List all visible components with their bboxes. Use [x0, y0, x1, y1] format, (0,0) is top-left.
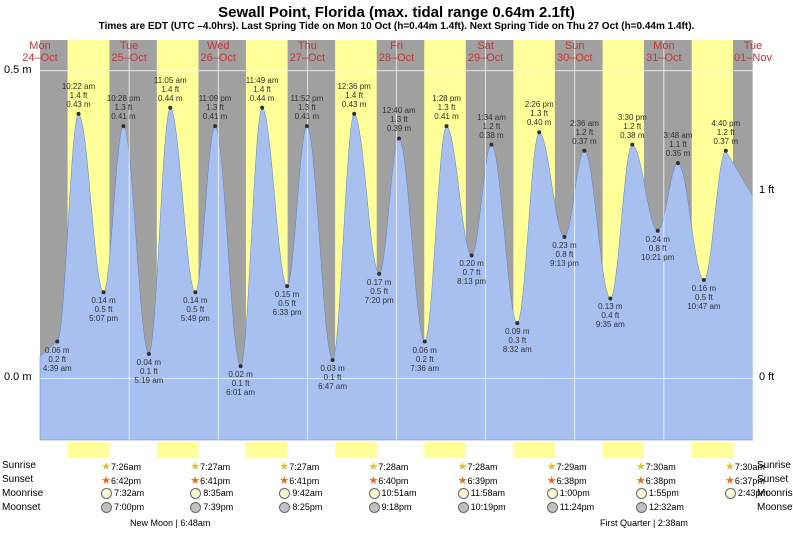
- sunrise-time: ★7:27am: [279, 460, 319, 473]
- tide-annotation: 3:48 am1.1 ft0.35 m: [656, 131, 700, 158]
- sunrise-time: ★7:27am: [190, 460, 230, 473]
- tide-annotation: 3:30 pm1.2 ft0.38 m: [610, 113, 654, 140]
- sunrise-time: ★7:30am: [725, 460, 765, 473]
- sunset-time: ★6:41pm: [190, 474, 230, 487]
- sunrise-time: ★7:30am: [636, 460, 676, 473]
- day-header: Mon24–Oct: [5, 40, 75, 64]
- tide-annotation: 0.09 m0.3 ft8:32 am: [495, 327, 539, 354]
- tide-annotation: 1:34 am1.2 ft0.38 m: [469, 113, 513, 140]
- moonset-row-label: Moonset: [2, 502, 40, 513]
- sunset-time: ★6:37pm: [725, 474, 765, 487]
- tide-annotation: 10:28 pm1.3 ft0.41 m: [101, 94, 145, 121]
- day-header: Wed26–Oct: [183, 40, 253, 64]
- day-header: Mon31–Oct: [629, 40, 699, 64]
- moonset-time: 9:18pm: [369, 502, 412, 513]
- moonset-time: 8:25pm: [279, 502, 322, 513]
- tide-annotation: 0.16 m0.5 ft10:47 am: [682, 284, 726, 311]
- sunrise-time: ★7:28am: [369, 460, 409, 473]
- tide-annotation: 11:52 pm1.3 ft0.41 m: [285, 94, 329, 121]
- tide-annotation: 0.06 m0.2 ft7:36 am: [403, 346, 447, 373]
- sunset-time: ★6:42pm: [101, 474, 141, 487]
- day-header: Fri28–Oct: [362, 40, 432, 64]
- moonrise-time: 2:43pm: [725, 488, 768, 499]
- tide-annotation: 0.17 m0.5 ft7:20 pm: [357, 278, 401, 305]
- moonset-time: 11:24pm: [547, 502, 594, 513]
- moonrise-time: 9:42am: [279, 488, 322, 499]
- sunrise-time: ★7:26am: [101, 460, 141, 473]
- sunset-time: ★6:40pm: [369, 474, 409, 487]
- moonrise-time: 1:55pm: [636, 488, 679, 499]
- sunrise-row-label: Sunrise: [2, 460, 36, 471]
- tide-annotation: 11:49 am1.4 ft0.44 m: [240, 76, 284, 103]
- day-header: Thu27–Oct: [272, 40, 342, 64]
- moonset-time: 10:19pm: [458, 502, 506, 513]
- tide-annotation: 0.13 m0.4 ft9:35 am: [588, 302, 632, 329]
- day-header: Sat29–Oct: [451, 40, 521, 64]
- tide-annotation: 10:22 am1.4 ft0.43 m: [57, 82, 101, 109]
- tide-annotation: 2:36 am1.2 ft0.37 m: [562, 119, 606, 146]
- moonrise-row-label: Moonrise: [2, 488, 43, 499]
- tide-annotation: 0.20 m0.7 ft8:13 pm: [450, 259, 494, 286]
- moon-phase-label: New Moon | 6:48am: [130, 518, 210, 528]
- tide-annotation: 0.23 m0.8 ft9:13 pm: [542, 241, 586, 268]
- moonset-time: 12:32am: [636, 502, 684, 513]
- moonrise-time: 7:32am: [101, 488, 144, 499]
- y-axis-left-label: 0.0 m: [4, 371, 32, 383]
- moonrise-time: 11:58am: [458, 488, 505, 499]
- tide-annotation: 0.14 m0.5 ft5:07 pm: [82, 296, 126, 323]
- y-axis-left-label: 0.5 m: [4, 64, 32, 76]
- tide-annotation: 0.06 m0.2 ft4:39 am: [35, 346, 79, 373]
- day-header: Tue01–Nov: [718, 40, 788, 64]
- tide-annotation: 0.15 m0.5 ft6:33 pm: [265, 290, 309, 317]
- moonrise-time: 1:00pm: [547, 488, 590, 499]
- tide-annotation: 0.04 m0.1 ft5:19 am: [127, 358, 171, 385]
- tide-annotation: 11:05 am1.4 ft0.44 m: [148, 76, 192, 103]
- day-header: Sun30–Oct: [540, 40, 610, 64]
- tide-annotation: 4:40 pm1.2 ft0.37 m: [704, 119, 748, 146]
- tide-annotation: 12:40 am1.3 ft0.39 m: [377, 106, 421, 133]
- moonset-time: 7:39pm: [190, 502, 233, 513]
- tide-chart: [0, 0, 793, 539]
- sunset-time: ★6:38pm: [636, 474, 676, 487]
- moonrise-time: 8:35am: [190, 488, 233, 499]
- moonrise-time: 10:51am: [369, 488, 417, 499]
- y-axis-right-label: 0 ft: [759, 371, 774, 383]
- tide-annotation: 2:26 pm1.3 ft0.40 m: [517, 100, 561, 127]
- tide-annotation: 0.24 m0.8 ft10:21 pm: [636, 235, 680, 262]
- sunset-time: ★6:38pm: [547, 474, 587, 487]
- moon-phase-label: First Quarter | 2:38am: [600, 518, 688, 528]
- moonset-time: 7:00pm: [101, 502, 144, 513]
- tide-annotation: 11:09 pm1.3 ft0.41 m: [193, 94, 237, 121]
- tide-annotation: 0.14 m0.5 ft5:49 pm: [173, 296, 217, 323]
- tide-annotation: 1:28 pm1.3 ft0.41 m: [425, 94, 469, 121]
- tide-annotation: 0.03 m0.1 ft6:47 am: [311, 364, 355, 391]
- day-header: Tue25–Oct: [94, 40, 164, 64]
- tide-annotation: 0.02 m0.1 ft6:01 am: [219, 370, 263, 397]
- sunrise-time: ★7:28am: [458, 460, 498, 473]
- moonset-row-label: Moonset: [757, 502, 793, 513]
- sunrise-time: ★7:29am: [547, 460, 587, 473]
- y-axis-right-label: 1 ft: [759, 184, 774, 196]
- tide-annotation: 12:36 pm1.4 ft0.43 m: [332, 82, 376, 109]
- sunset-time: ★6:41pm: [279, 474, 319, 487]
- sunset-time: ★6:39pm: [458, 474, 498, 487]
- sunset-row-label: Sunset: [2, 474, 33, 485]
